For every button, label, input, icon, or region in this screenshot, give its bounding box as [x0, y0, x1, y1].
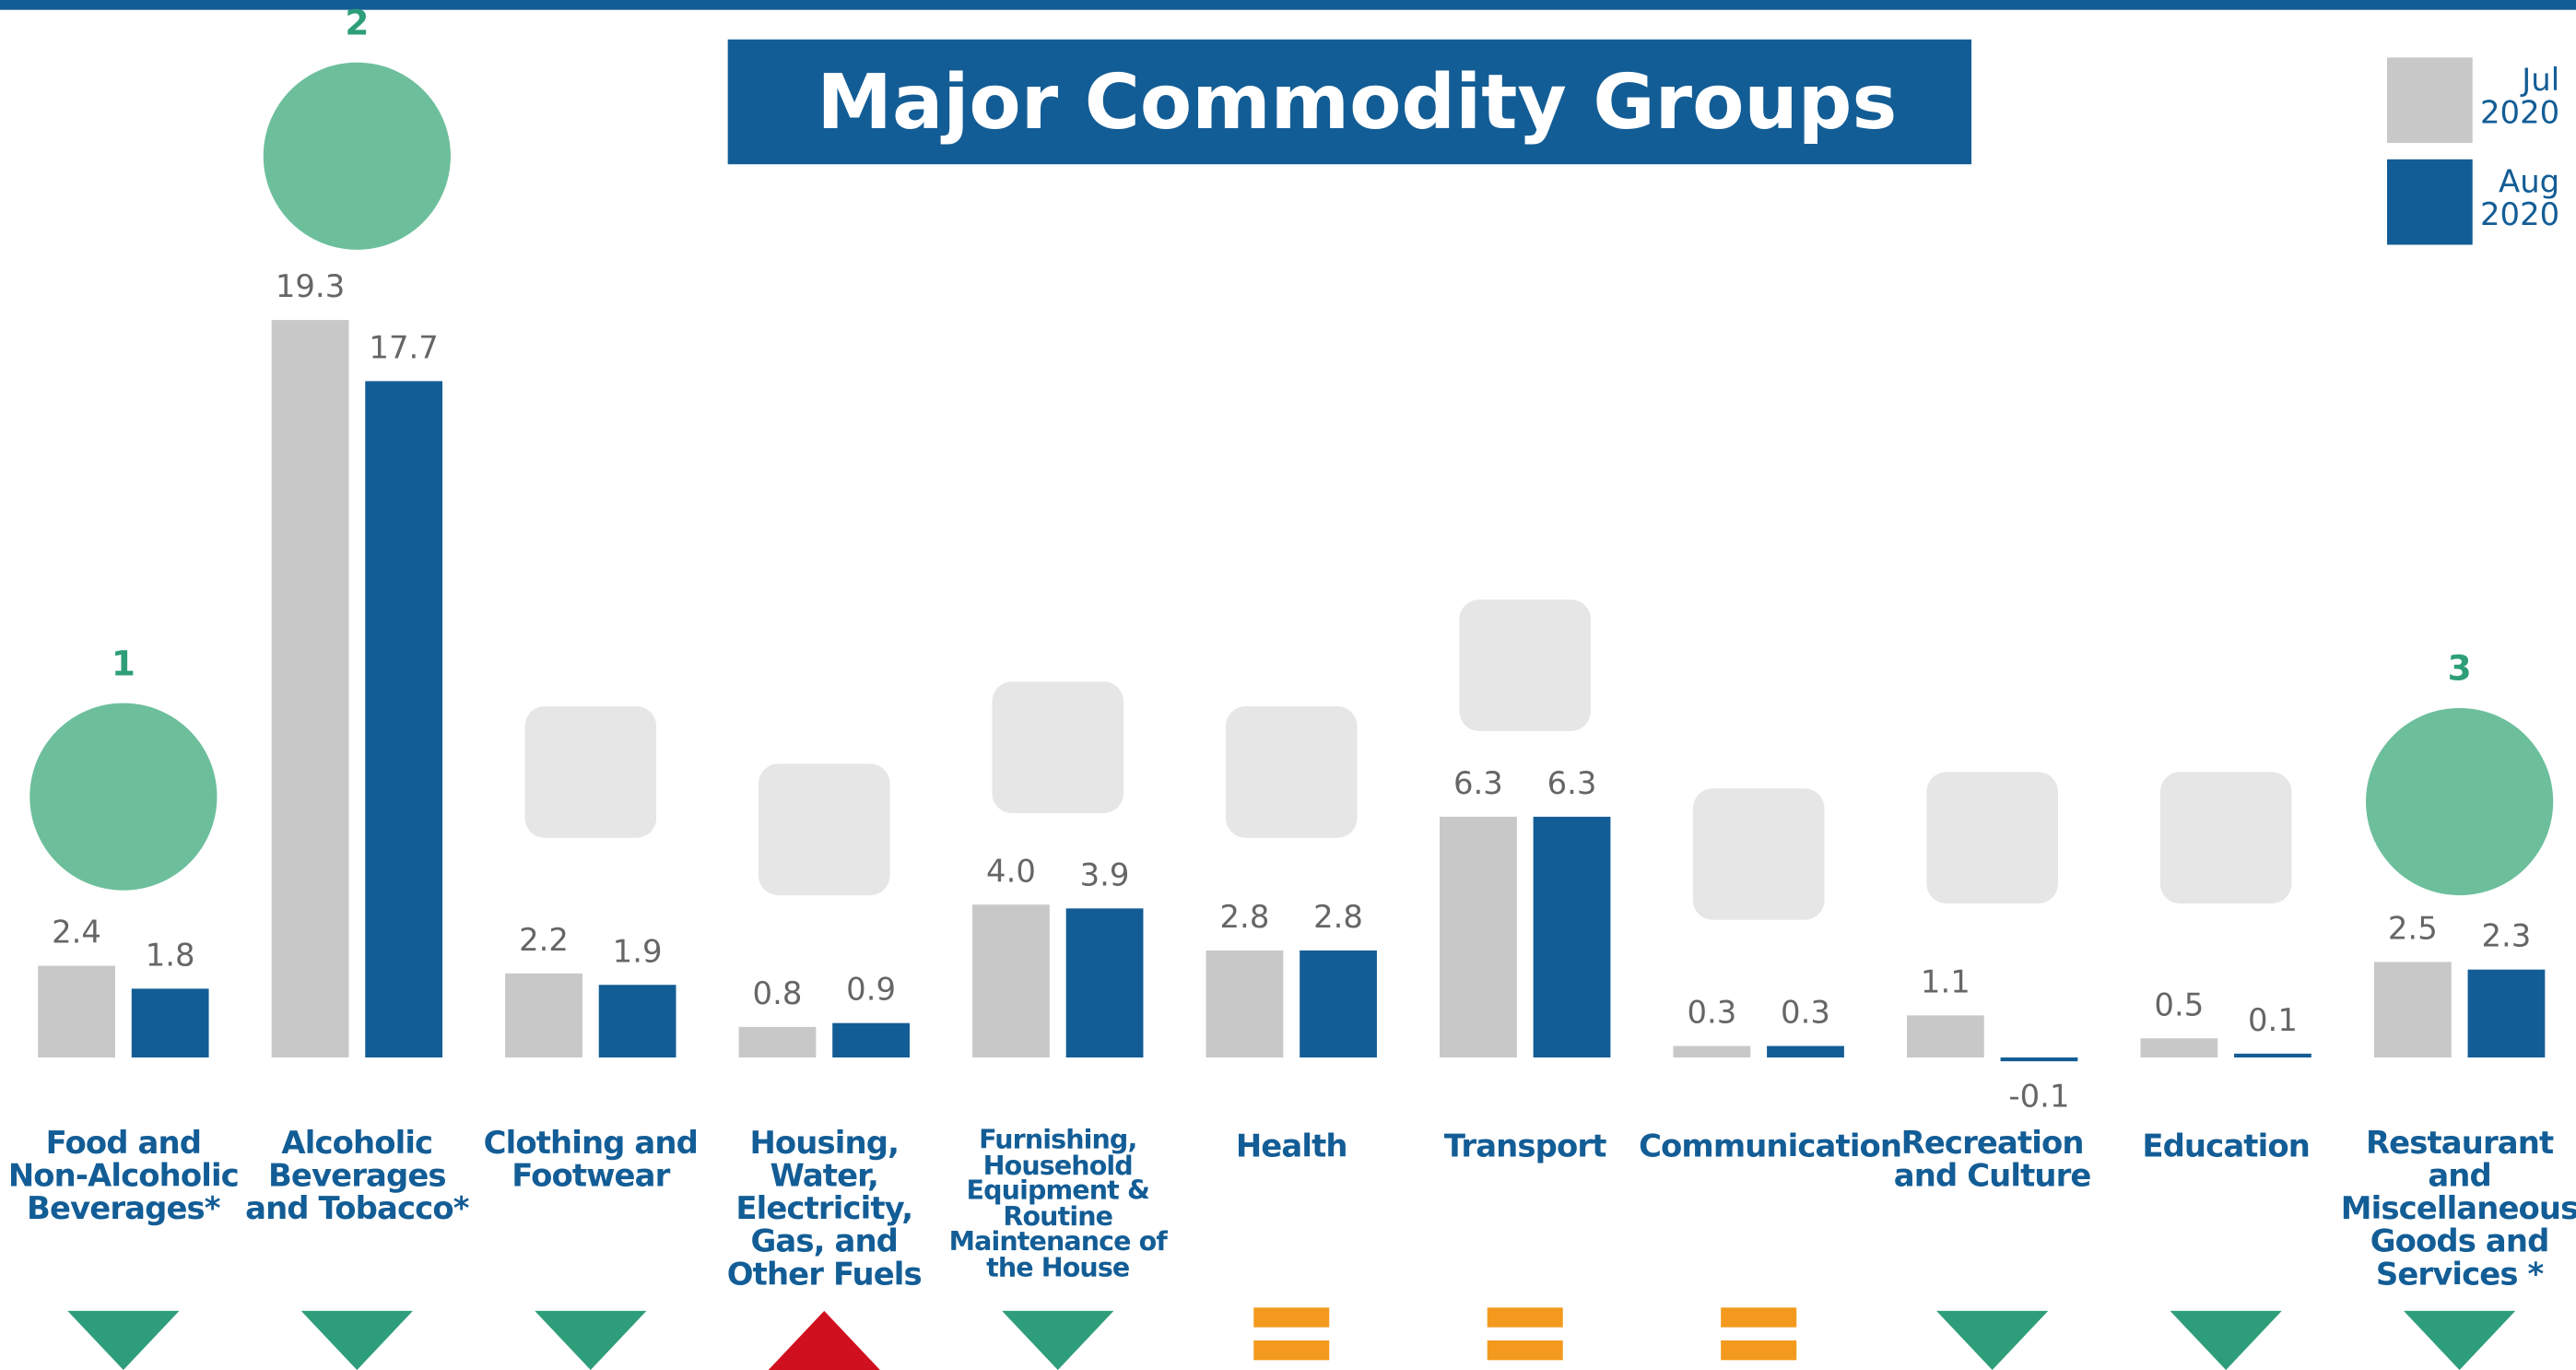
- trend-equal: [1253, 1307, 1330, 1328]
- category-label: Health: [1235, 1128, 1348, 1165]
- icon-circle: [2366, 707, 2554, 896]
- value-label: -0.1: [2008, 1078, 2069, 1114]
- bar: [271, 320, 349, 1057]
- top-stripe: [0, 0, 2576, 10]
- value-label: 1.8: [146, 937, 195, 973]
- icon: [758, 763, 890, 896]
- bar: [1300, 950, 1377, 1057]
- value-label: 0.3: [1781, 995, 1830, 1031]
- trend-down: [2404, 1310, 2516, 1370]
- value-label: 4.0: [986, 853, 1036, 889]
- bar: [832, 1022, 910, 1057]
- icon: [1692, 788, 1825, 920]
- value-label: 6.3: [1453, 765, 1503, 801]
- value-label: 2.8: [1313, 899, 1363, 935]
- category-label: Clothing and Footwear: [483, 1125, 699, 1195]
- rank: 2: [345, 2, 369, 42]
- bar: [1906, 1015, 1984, 1057]
- category-label: Communication: [1639, 1128, 1902, 1165]
- icon: [1225, 706, 1358, 838]
- rank: 1: [112, 643, 135, 683]
- bar: [1533, 816, 1611, 1057]
- bar: [738, 1026, 817, 1057]
- value-label: 2.2: [519, 922, 569, 958]
- legend-label: Aug 2020: [2479, 164, 2560, 234]
- bar: [972, 904, 1050, 1057]
- value-label: 0.8: [753, 975, 803, 1011]
- value-label: 19.3: [276, 268, 345, 304]
- trend-down: [67, 1310, 180, 1370]
- category-label: Alcoholic Beverages and Tobacco*: [245, 1125, 469, 1227]
- bar: [38, 965, 115, 1057]
- value-label: 0.9: [846, 972, 896, 1008]
- icon-circle: [29, 703, 218, 891]
- bar: [505, 973, 582, 1057]
- legend-swatch: [2387, 159, 2473, 245]
- bar: [598, 985, 676, 1057]
- category-label: Recreation and Culture: [1893, 1125, 2092, 1195]
- value-label: 2.8: [1220, 899, 1270, 935]
- bar: [1440, 816, 1517, 1057]
- bar: [1206, 950, 1284, 1057]
- bar: [1767, 1045, 1844, 1057]
- legend-swatch: [2387, 57, 2473, 144]
- category-label: Restaurant and Miscellaneous Goods and S…: [2340, 1125, 2576, 1293]
- value-label: 2.5: [2388, 910, 2438, 946]
- value-label: 0.3: [1687, 995, 1736, 1031]
- trend-equal: [1721, 1307, 1797, 1328]
- title-box: [727, 39, 1972, 165]
- icon: [1926, 772, 2058, 903]
- trend-down: [2170, 1310, 2282, 1370]
- bar: [2373, 962, 2452, 1057]
- trend-up: [768, 1310, 880, 1370]
- trend-equal: [1487, 1340, 1563, 1361]
- category-label: Food and Non-Alcoholic Beverages*: [7, 1125, 240, 1227]
- bar: [1065, 908, 1144, 1057]
- value-label: 1.9: [613, 933, 663, 969]
- category-label: Transport: [1443, 1128, 1606, 1165]
- trend-down: [300, 1310, 413, 1370]
- icon: [992, 681, 1124, 813]
- trend-down: [1002, 1310, 1114, 1370]
- trend-equal: [1253, 1340, 1330, 1361]
- value-label: 3.9: [1080, 856, 1130, 892]
- bar: [2467, 969, 2546, 1057]
- category-label: Education: [2142, 1128, 2310, 1165]
- icon: [524, 706, 657, 838]
- value-label: 2.4: [52, 915, 101, 951]
- trend-down: [535, 1310, 647, 1370]
- category-label: Furnishing, Household Equipment & Routin…: [948, 1123, 1168, 1282]
- bar: [131, 988, 209, 1057]
- bar: [1673, 1045, 1751, 1057]
- rank: 3: [2448, 648, 2472, 689]
- value-label: 0.5: [2154, 986, 2204, 1022]
- value-label: 17.7: [369, 329, 438, 365]
- icon-circle: [263, 62, 451, 250]
- trend-down: [1936, 1310, 2049, 1370]
- trend-equal: [1487, 1307, 1563, 1328]
- value-label: 2.3: [2481, 918, 2531, 954]
- trend-equal: [1721, 1340, 1797, 1361]
- bar: [365, 381, 443, 1057]
- value-label: 1.1: [1921, 963, 1970, 999]
- value-label: 0.1: [2248, 1002, 2298, 1038]
- bar: [2234, 1053, 2311, 1057]
- bar: [2000, 1057, 2078, 1062]
- value-label: 6.3: [1547, 765, 1597, 801]
- icon: [2159, 772, 2292, 903]
- chart-title: Major Commodity Groups: [817, 59, 1897, 147]
- legend-label: Jul 2020: [2479, 62, 2560, 132]
- icon: [1459, 599, 1592, 731]
- category-label: Housing, Water, Electricity, Gas, and Ot…: [726, 1125, 923, 1293]
- bar: [2140, 1038, 2218, 1057]
